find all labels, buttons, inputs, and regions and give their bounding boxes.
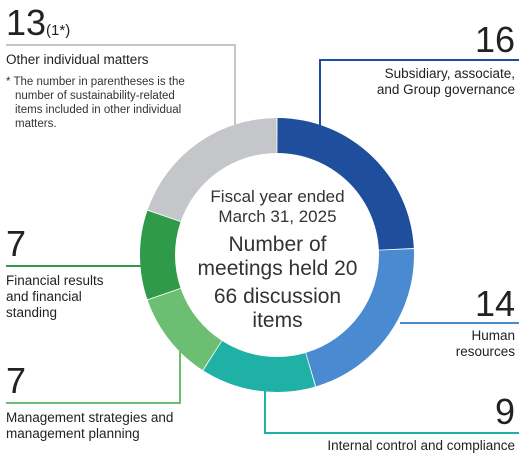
- subsidiary-label: Subsidiary, associate, and Group governa…: [315, 66, 515, 98]
- meetings-line2: meetings held 20: [197, 257, 358, 280]
- subsidiary-value: 16: [474, 19, 515, 60]
- footnote-line1: * The number in parentheses is the: [6, 76, 185, 88]
- internal-value: 9: [494, 391, 515, 432]
- other-sub-count: (1*): [46, 22, 71, 39]
- footnote: * The number in parentheses is the numbe…: [6, 75, 231, 131]
- discussion-line1: 66 discussion: [213, 285, 342, 308]
- segment-other: [147, 118, 277, 222]
- other-value: 13(1*): [6, 5, 70, 41]
- human-label-line1: Human: [471, 328, 515, 343]
- center-meetings: Number of meetings held 20: [175, 233, 380, 281]
- human-label-line2: resources: [455, 344, 515, 359]
- footnote-line2: number of sustainability-related: [15, 90, 175, 102]
- center-title-line1: Fiscal year ended: [210, 187, 345, 206]
- segment-internal: [203, 340, 316, 392]
- leader-lines: [6, 44, 519, 434]
- meetings-line1: Number of: [228, 233, 327, 256]
- subsidiary-label-line2: and Group governance: [376, 82, 515, 97]
- human-label: Human resources: [395, 328, 515, 360]
- other-label: Other individual matters: [6, 52, 149, 67]
- leader-subsidiary: [319, 59, 519, 158]
- center-title: Fiscal year ended March 31, 2025: [180, 187, 375, 227]
- financial-value: 7: [6, 223, 27, 264]
- donut-segments: [140, 118, 414, 392]
- center-title-line2: March 31, 2025: [218, 207, 337, 226]
- management-label: Management strategies and management pla…: [6, 410, 226, 442]
- financial-label-line2: and financial: [6, 289, 82, 304]
- subsidiary-label-line1: Subsidiary, associate,: [384, 66, 515, 81]
- footnote-line3: items included in other individual: [15, 104, 182, 116]
- financial-label-line3: standing: [6, 305, 58, 320]
- other-count: 13: [6, 2, 47, 43]
- footnote-line4: matters.: [15, 118, 57, 130]
- management-label-line2: management planning: [6, 426, 140, 441]
- leader-internal: [264, 390, 519, 434]
- internal-label: Internal control and compliance: [327, 438, 515, 453]
- segment-human: [306, 248, 414, 387]
- financial-label: Financial results and financial standing: [6, 273, 146, 321]
- segment-management: [147, 288, 222, 370]
- segment-financial: [140, 210, 181, 300]
- management-label-line1: Management strategies and: [6, 410, 174, 425]
- management-value: 7: [6, 360, 27, 401]
- financial-label-line1: Financial results: [6, 273, 104, 288]
- center-discussion: 66 discussion items: [175, 285, 380, 333]
- leader-management: [6, 330, 181, 404]
- leader-other: [6, 44, 236, 125]
- discussion-line2: items: [252, 309, 303, 332]
- human-value: 14: [474, 283, 515, 324]
- segment-subsidiary: [277, 118, 414, 250]
